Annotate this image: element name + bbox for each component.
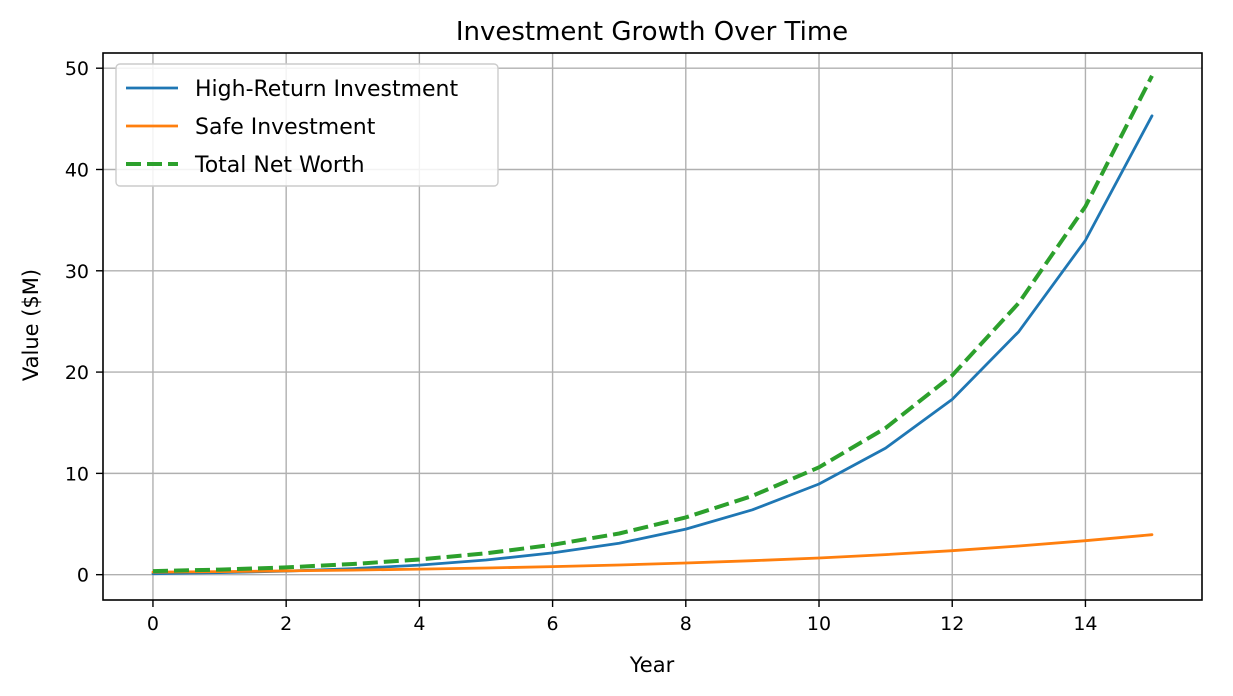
x-tick-label: 2 [280, 613, 292, 635]
series-line-2 [151, 533, 1154, 574]
y-tick-label: 40 [65, 159, 89, 181]
y-tick-label: 10 [65, 463, 89, 485]
y-tick-label: 20 [65, 362, 89, 384]
legend-label-1: High-Return Investment [195, 77, 458, 102]
x-tick-label: 14 [1073, 613, 1097, 635]
x-tick-label: 12 [940, 613, 964, 635]
legend-label-3: Total Net Worth [194, 153, 365, 178]
x-tick-label: 10 [807, 613, 831, 635]
y-axis-label: Value ($M) [19, 269, 43, 381]
series-lines [151, 74, 1154, 576]
x-tick-label: 0 [147, 613, 159, 635]
grid-lines [103, 53, 1202, 600]
legend: High-Return Investment Safe Investment Tot… [115, 63, 499, 187]
chart-title: Investment Growth Over Time [456, 17, 848, 47]
legend-label-2: Safe Investment [195, 115, 376, 140]
axis-ticks: 0 2 4 6 8 10 12 14 0 10 20 30 40 50 [65, 58, 1098, 635]
plot-frame [102, 52, 1203, 601]
y-tick-label: 30 [65, 261, 89, 283]
x-tick-label: 6 [547, 613, 559, 635]
x-tick-label: 4 [413, 613, 425, 635]
y-tick-label: 0 [77, 565, 89, 587]
series-line-3 [152, 74, 1154, 574]
x-tick-label: 8 [680, 613, 692, 635]
x-axis-label: Year [629, 653, 675, 677]
legend-box [115, 63, 499, 187]
y-tick-label: 50 [65, 58, 89, 80]
